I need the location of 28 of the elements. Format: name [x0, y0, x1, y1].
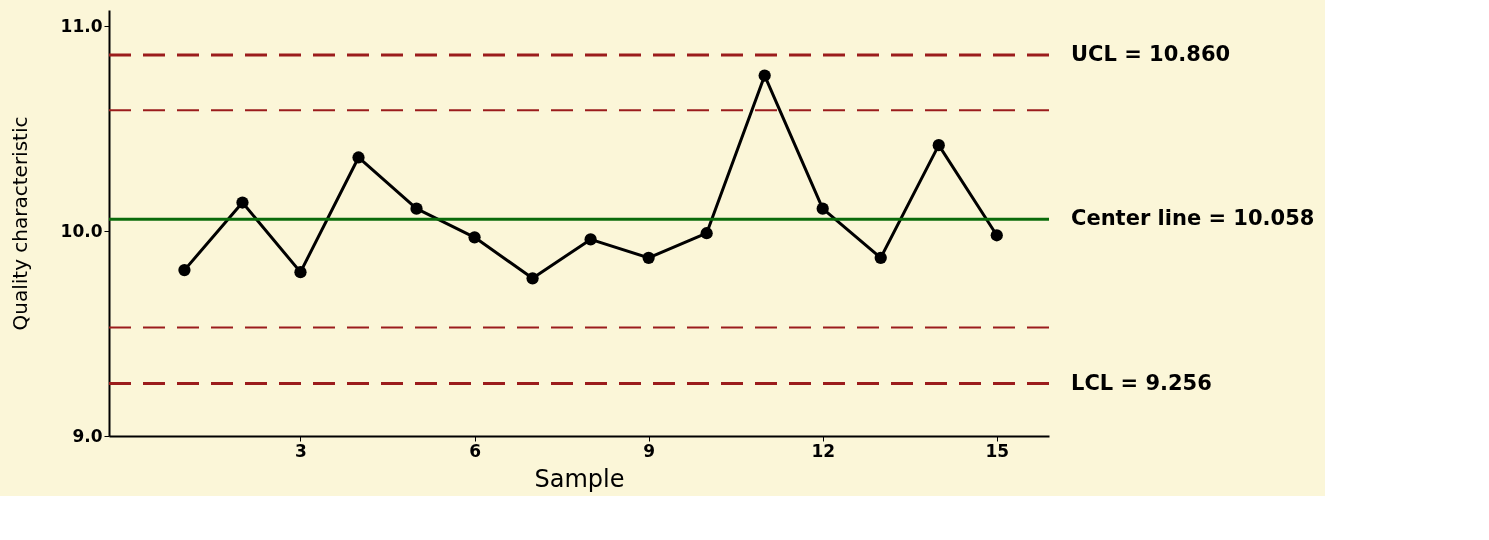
- x-tick-label: 12: [811, 440, 836, 461]
- point: [642, 251, 655, 264]
- point: [178, 263, 191, 277]
- y-axis-title: Quality characteristic: [7, 116, 32, 331]
- x-tick-label: 3: [295, 440, 307, 461]
- point: [758, 69, 771, 82]
- point: [410, 202, 423, 215]
- ref-line-label: Center line = 10.058: [1071, 206, 1315, 231]
- point: [700, 227, 713, 240]
- y-tick-label: 10.0: [60, 220, 103, 241]
- ref-line-label: UCL = 10.860: [1071, 42, 1231, 67]
- ref-line-label: LCL = 9.256: [1071, 370, 1212, 395]
- y-tick-label: 9.0: [72, 425, 103, 446]
- y-tick-label: 11.0: [60, 15, 103, 36]
- point: [294, 266, 307, 279]
- point: [584, 233, 597, 246]
- point: [526, 272, 539, 285]
- x-tick-label: 6: [469, 440, 481, 461]
- x-axis-title: Sample: [534, 464, 625, 493]
- point: [468, 231, 481, 244]
- x-tick-label: 9: [643, 440, 656, 461]
- point: [990, 229, 1003, 242]
- point: [816, 202, 829, 215]
- x-tick-label: 15: [985, 440, 1010, 461]
- point: [874, 251, 887, 264]
- point: [932, 139, 945, 152]
- point: [352, 151, 365, 164]
- point: [236, 196, 249, 209]
